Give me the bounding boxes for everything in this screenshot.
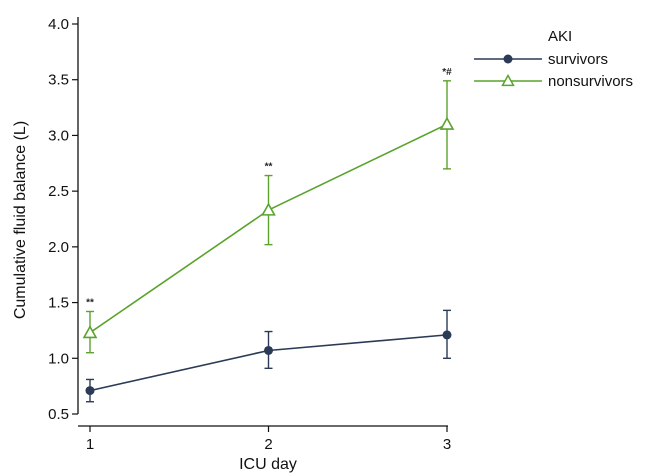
data-point [85,386,95,396]
x-axis-ticks: 1 2 3 [86,426,451,453]
legend-swatch-marker [501,73,515,87]
y-tick-label: 3.0 [48,127,69,144]
x-tick-label: 1 [86,436,94,453]
series-survivors [85,309,452,403]
y-axis-ticks: 0.5 1.0 1.5 2.0 2.5 3.0 3.5 4.0 [48,16,78,423]
y-tick-label: 0.5 [48,406,69,423]
significance-marker: ** [86,297,94,308]
legend: AKI survivors nonsurvivors [474,28,633,90]
y-tick-label: 1.5 [48,295,69,312]
axes [77,17,448,427]
legend-title: AKI [548,28,572,45]
legend-label: nonsurvivors [548,73,633,90]
y-tick-label: 2.0 [48,239,69,256]
y-tick-label: 2.5 [48,183,69,200]
data-point [264,345,273,355]
x-axis-label: ICU day [239,456,297,473]
series-nonsurvivors [82,80,455,354]
significance-marker: ** [265,162,273,173]
significance-marker: *# [442,67,452,78]
series-layer [82,80,455,403]
data-point [442,330,452,340]
legend-label: survivors [548,51,608,68]
legend-item-survivors: survivors [474,51,608,68]
legend-swatch-marker [503,54,513,64]
data-point [82,325,98,339]
y-axis-label: Cumulative fluid balance (L) [12,121,29,319]
y-tick-label: 1.0 [48,350,69,367]
x-tick-label: 3 [443,436,451,453]
annotations: ** ** *# [86,67,452,309]
legend-item-nonsurvivors: nonsurvivors [474,73,633,90]
y-tick-label: 4.0 [48,16,69,33]
data-point [439,116,455,130]
data-point [261,202,276,216]
x-tick-label: 2 [264,436,272,453]
y-tick-label: 3.5 [48,72,69,89]
